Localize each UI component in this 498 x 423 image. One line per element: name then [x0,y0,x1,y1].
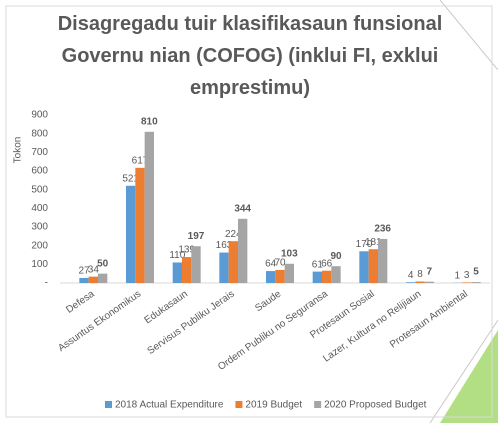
bar [378,238,388,283]
x-tick-label: Saude [253,288,283,314]
data-label: 181 [365,237,382,248]
bar [331,266,341,283]
bar [322,270,332,283]
data-label: 170 [356,239,373,250]
y-tick-label: 900 [31,110,48,121]
data-label: 8 [417,269,423,280]
bar [79,277,89,283]
bar [98,273,108,283]
data-label: 5 [473,267,479,278]
data-label: 70 [274,258,286,269]
data-label: 617 [132,155,149,166]
bar [284,263,294,283]
x-tick-label: Protesaun Ambiental [388,289,470,351]
chart-border [5,5,493,418]
data-label: 3 [464,270,470,281]
y-tick-label: - [45,278,48,289]
data-label: 66 [321,258,333,269]
bar [275,269,285,283]
data-label: 50 [97,258,109,269]
legend-swatch [105,401,112,408]
y-axis-label: Tokon [13,137,24,164]
data-label: 110 [169,250,185,261]
data-label: 64 [265,259,277,270]
bar [182,257,192,283]
data-label: 103 [281,248,298,259]
legend-swatch [314,401,322,408]
data-label: 236 [374,224,391,235]
chart-title: Disagregadu tuir klasifikasaun funsional… [57,13,443,99]
data-label: 1 [455,270,461,281]
data-label: 344 [234,203,251,214]
data-label: 34 [88,264,100,275]
legend-label: 2020 Proposed Budget [324,400,427,411]
bar [88,276,98,283]
data-label: 61 [312,259,324,270]
data-label: 27 [78,266,90,277]
bar [406,282,416,283]
data-label: 90 [330,251,342,262]
bar [135,167,145,283]
decoration [429,319,498,423]
y-tick-label: 800 [31,128,48,139]
data-label: 810 [141,116,158,127]
bar [368,249,378,283]
data-label: 139 [178,245,195,256]
legend-label: 2019 Budget [245,400,302,411]
data-label: 4 [408,270,414,281]
legend-label: 2018 Actual Expenditure [115,400,224,411]
bar [238,218,248,283]
bar [144,131,154,283]
bar [359,251,369,283]
y-tick-label: 700 [31,147,48,158]
y-tick-label: 200 [31,240,48,251]
y-tick-label: 600 [31,166,48,177]
y-tick-label: 300 [31,222,48,233]
bar [266,271,276,283]
y-tick-label: 500 [31,184,48,195]
y-tick-label: 400 [31,203,48,214]
bar [415,281,425,283]
bar [191,246,201,283]
decoration [440,330,498,423]
data-label: 521 [122,173,139,184]
bar [424,281,434,283]
data-label: 163 [216,240,233,251]
bar [126,185,136,283]
bar [219,252,229,283]
bar [471,282,481,283]
x-tick-label: Servisus Publiku Jerais [146,289,237,357]
x-tick-label: Defesa [64,288,97,315]
decoration [439,0,498,71]
bar [312,271,322,283]
bar [462,282,472,283]
data-label: 7 [427,266,433,277]
data-label: 197 [188,231,205,242]
x-tick-label: Assuntus Ekonomikus [56,289,143,354]
legend-swatch [235,401,243,408]
data-label: 224 [225,229,242,240]
y-tick-label: 100 [31,259,48,270]
bar [172,262,182,283]
bar [228,241,238,283]
